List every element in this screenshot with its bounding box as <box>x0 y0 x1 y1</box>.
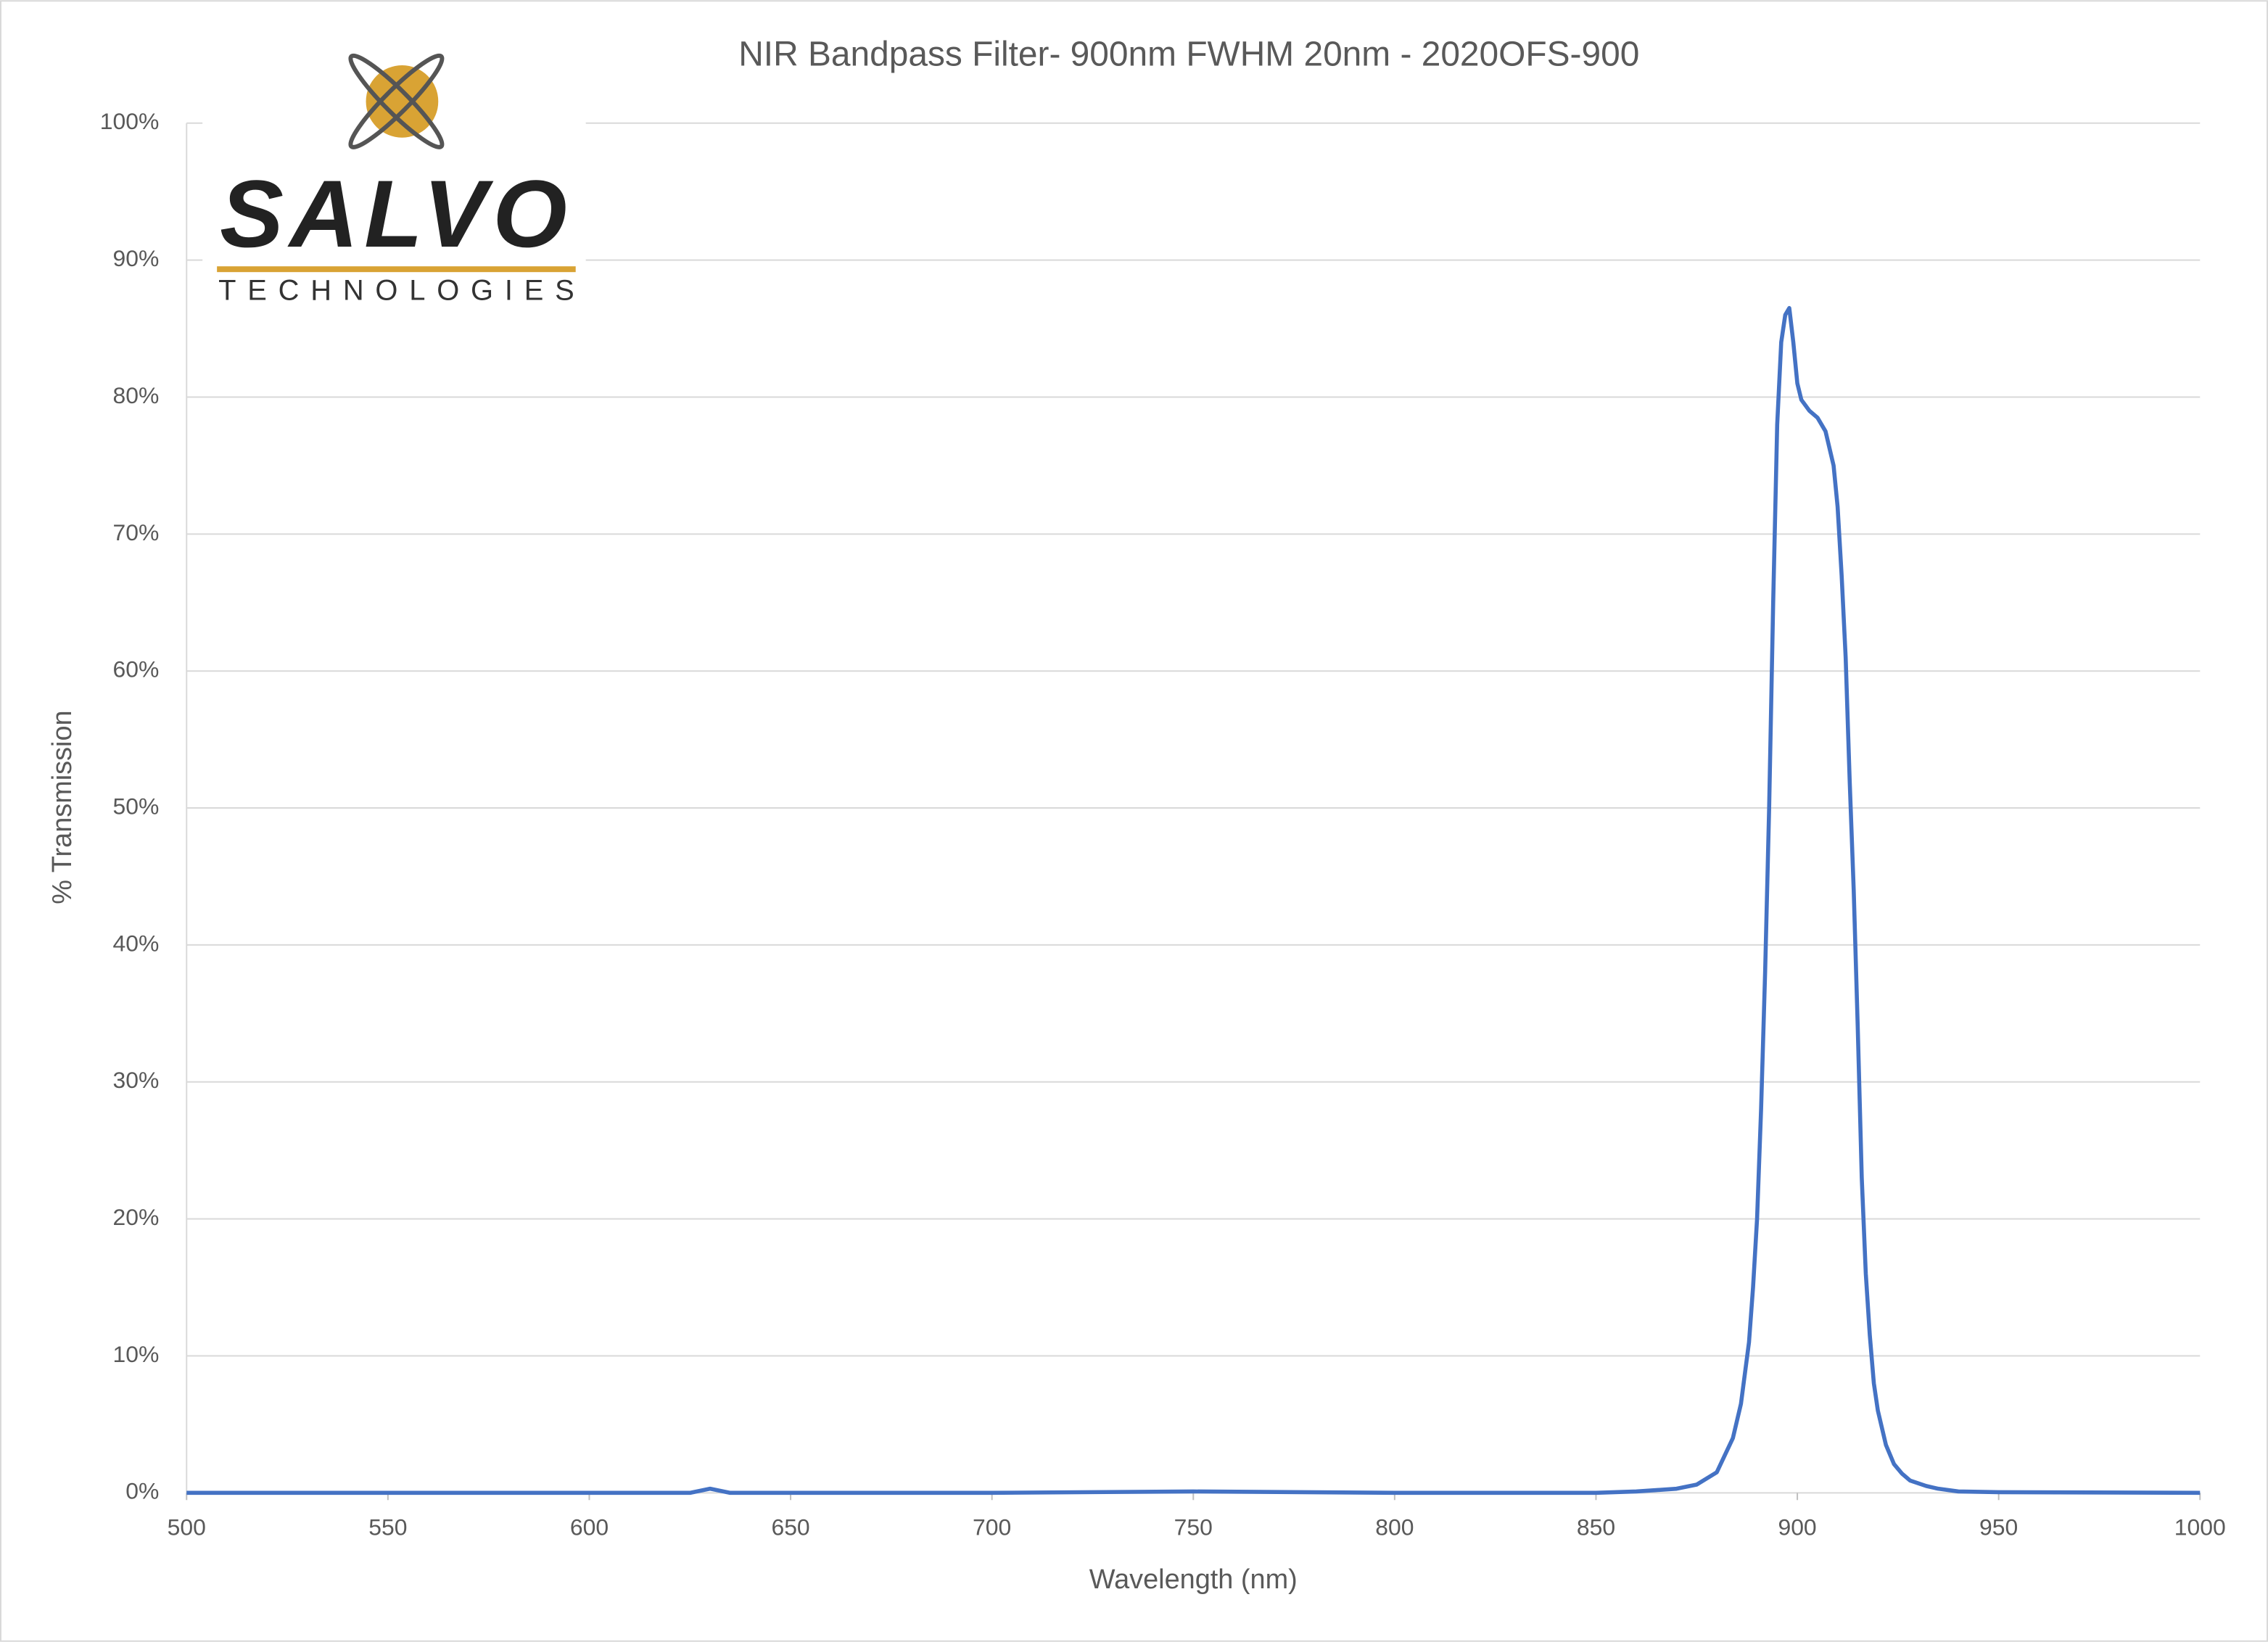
y-axis-label: % Transmission <box>47 710 78 904</box>
y-tick-label: 30% <box>113 1067 160 1093</box>
plot-area: 0% 10% 20% 30% 40% 50% 60% 70% 80% 90% 100% 500 550 6… <box>100 108 2226 1540</box>
y-tick-label: 60% <box>113 656 160 682</box>
x-tick-label: 850 <box>1577 1514 1615 1540</box>
chart-title: NIR Bandpass Filter- 900nm FWHM 20nm - 2… <box>738 36 1639 74</box>
y-tick-label: 10% <box>113 1341 160 1367</box>
logo-orbit <box>348 53 445 149</box>
y-tick-label: 100% <box>100 108 160 134</box>
y-tick-label: 70% <box>113 519 160 545</box>
y-tick-label: 50% <box>113 793 160 819</box>
logo-rule <box>217 266 576 273</box>
x-tick-label: 750 <box>1174 1514 1213 1540</box>
logo-name: SALVO <box>220 160 567 267</box>
y-tick-label: 20% <box>113 1204 160 1230</box>
x-tick-label: 500 <box>168 1514 206 1540</box>
logo-circle <box>366 65 439 138</box>
x-tick-label: 650 <box>771 1514 809 1540</box>
y-tick-label: 90% <box>113 245 160 271</box>
y-tick-label: 0% <box>125 1478 159 1504</box>
x-axis-label: Wavelength (nm) <box>1089 1564 1298 1595</box>
x-tick-label: 550 <box>368 1514 407 1540</box>
y-tick-label: 80% <box>113 382 160 408</box>
x-tick-label: 900 <box>1778 1514 1816 1540</box>
y-tick-label: 40% <box>113 930 160 956</box>
logo-background <box>202 115 586 318</box>
x-tick-label: 1000 <box>2174 1514 2226 1540</box>
x-tick-label: 700 <box>973 1514 1011 1540</box>
x-tick-label: 800 <box>1375 1514 1414 1540</box>
logo-orbit <box>348 53 445 149</box>
x-tick-label: 600 <box>570 1514 609 1540</box>
logo: SALVO TECHNOLOGIES <box>202 53 586 318</box>
x-tick-label: 950 <box>1979 1514 2018 1540</box>
data-line <box>186 305 2201 1495</box>
